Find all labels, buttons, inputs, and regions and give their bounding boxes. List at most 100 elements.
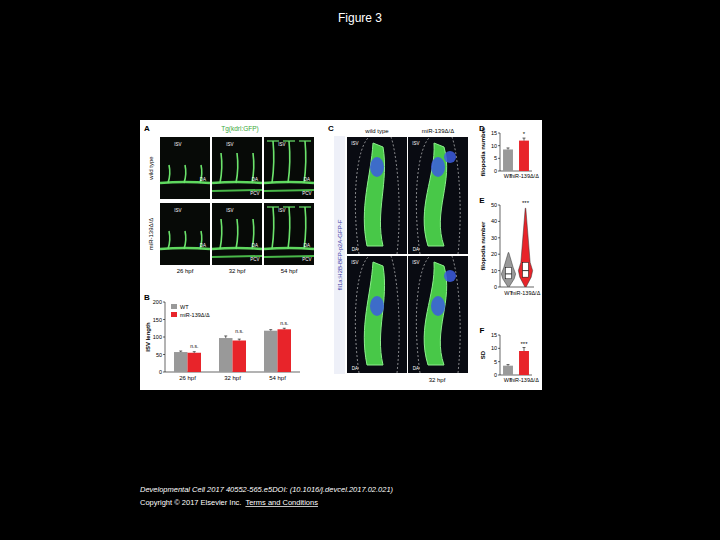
vessel-label: ISV: [278, 208, 285, 213]
dlav: [267, 140, 279, 141]
somite-boundary: [391, 137, 399, 254]
time-label: 32 hpf: [429, 377, 446, 383]
y-tick: [498, 335, 500, 336]
error-bar: [283, 328, 286, 329]
significance: ***: [522, 200, 530, 206]
y-tick-label: 40: [491, 218, 497, 224]
vessel-label: DA: [352, 247, 358, 252]
y-tick: [498, 254, 500, 255]
vessels: [160, 165, 210, 183]
x-tick-label: 54 hpf: [269, 375, 286, 381]
panel-letter: F: [480, 326, 485, 335]
bar: [264, 331, 278, 372]
figure-background: [140, 120, 542, 390]
y-tick-label: 200: [153, 299, 162, 305]
y-tick-label: 5: [494, 359, 497, 365]
y-tick: [498, 287, 500, 288]
isv: [288, 141, 290, 183]
vessel-label: DA: [304, 243, 310, 248]
micrograph: [212, 137, 262, 199]
y-tick-label: 0: [494, 168, 497, 174]
nucleus: [431, 296, 445, 316]
vessel-label: ISV: [351, 141, 358, 146]
median: [506, 273, 512, 274]
violin: [501, 253, 515, 287]
median: [523, 270, 529, 271]
dlav: [299, 140, 311, 141]
vessel-label: PCV: [250, 257, 259, 262]
isv: [288, 207, 290, 249]
isv: [184, 231, 186, 249]
y-tick-label: 30: [491, 235, 497, 241]
vessel-label: ISV: [412, 141, 419, 146]
isv: [236, 153, 238, 183]
isv: [272, 141, 274, 183]
error-bar: [507, 365, 510, 366]
bar: [503, 366, 513, 375]
y-tick-label: 15: [491, 130, 497, 136]
y-tick: [498, 237, 500, 238]
vessel-label: PCV: [302, 191, 311, 196]
slide: Figure 3Developmental Cell 2017 40552-56…: [0, 0, 720, 540]
vessel-label: DA: [200, 243, 206, 248]
micrograph: [408, 137, 468, 254]
vessels: [212, 219, 262, 257]
y-axis-label: filopodia number: [480, 221, 486, 270]
significance: ***: [520, 341, 528, 347]
y-tick-label: 0: [494, 284, 497, 290]
y-tick: [498, 205, 500, 206]
vessel-label: ISV: [412, 260, 419, 265]
y-tick: [498, 221, 500, 222]
vessel-label: PCV: [250, 191, 259, 196]
nucleus: [444, 270, 456, 282]
copyright: Copyright © 2017 Elsevier Inc.: [140, 498, 241, 507]
significance: n.s.: [235, 328, 243, 334]
y-tick: [163, 372, 165, 373]
micrograph: [408, 256, 468, 373]
nucleus: [431, 157, 445, 177]
y-tick-label: 50: [491, 202, 497, 208]
y-axis-label: SD: [480, 350, 486, 359]
endothelial-cell: [424, 262, 447, 365]
error-bar: [523, 138, 526, 141]
panel-label: fli1a:H2B-BFP-p2A-GFP-F: [337, 219, 343, 290]
y-tick-label: 50: [156, 352, 162, 358]
x-tick-label: miR-139Δ/Δ: [509, 377, 539, 383]
plot-area: [501, 208, 532, 287]
nucleus: [370, 296, 384, 316]
panel-letter: A: [144, 124, 150, 133]
y-axis: [500, 133, 501, 171]
y-axis-label: filopodia number: [480, 127, 486, 176]
column-label: miR-139Δ/Δ: [422, 128, 454, 134]
vessel-label: DA: [304, 177, 310, 182]
row-label: miR-139Δ/Δ: [148, 218, 154, 250]
y-tick-label: 100: [153, 334, 162, 340]
slide-title: Figure 3: [338, 11, 382, 25]
error-bar: [238, 339, 241, 340]
endothelial-cell: [364, 262, 384, 365]
y-axis: [500, 335, 501, 375]
isv: [272, 207, 274, 249]
box: [506, 267, 512, 278]
panel-letter: C: [328, 124, 334, 133]
vessel-label: ISV: [226, 142, 233, 147]
vessel-label: ISV: [278, 142, 285, 147]
y-tick-label: 5: [494, 155, 497, 161]
vessels: [212, 153, 262, 191]
y-tick: [498, 375, 500, 376]
y-axis-label: ISV length: [145, 322, 151, 352]
y-tick-label: 0: [159, 369, 162, 375]
error-bar: [193, 352, 196, 353]
error-bar: [507, 148, 510, 150]
label-strip: [334, 136, 345, 374]
isv: [168, 165, 170, 183]
vessel-label: ISV: [351, 260, 358, 265]
y-tick-label: 20: [491, 251, 497, 257]
box: [523, 262, 529, 277]
error-bar: [523, 348, 526, 351]
vessel-label: DA: [413, 247, 419, 252]
y-tick: [498, 145, 500, 146]
x-tick-label: 26 hpf: [179, 375, 196, 381]
legend-label: WT: [180, 304, 189, 310]
micrograph: [160, 203, 210, 265]
